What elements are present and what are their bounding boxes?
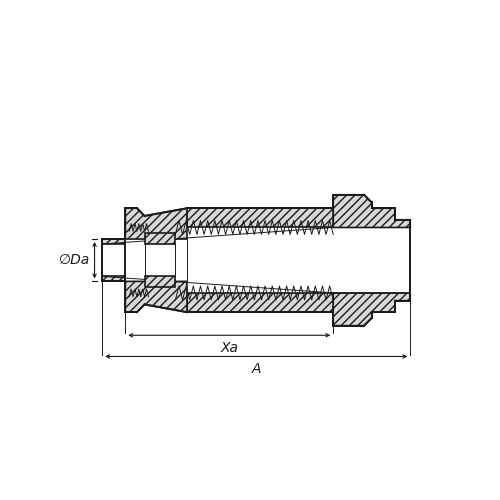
Polygon shape (144, 276, 176, 287)
Polygon shape (102, 276, 126, 281)
Polygon shape (144, 233, 176, 244)
Text: ∅Da: ∅Da (58, 253, 90, 267)
Polygon shape (187, 208, 333, 228)
Polygon shape (126, 208, 187, 239)
Polygon shape (333, 194, 410, 228)
Polygon shape (126, 282, 187, 312)
Polygon shape (102, 239, 126, 244)
Text: Xa: Xa (220, 341, 238, 355)
Polygon shape (333, 293, 410, 326)
Polygon shape (187, 293, 333, 312)
Text: A: A (252, 362, 261, 376)
